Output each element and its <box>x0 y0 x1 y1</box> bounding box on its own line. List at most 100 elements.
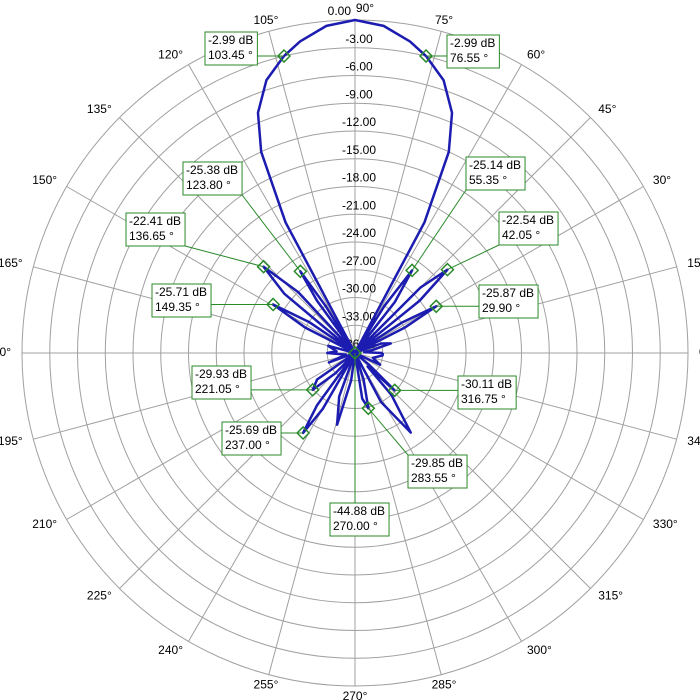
angle-label: 60° <box>527 47 545 61</box>
annotation-angle: 283.55 ° <box>411 471 456 485</box>
grid-spoke <box>354 352 591 589</box>
grid-spoke <box>268 352 356 675</box>
angle-label: 135° <box>87 102 112 116</box>
marker <box>440 262 455 277</box>
angle-label: 255° <box>254 677 279 691</box>
annotation-box <box>457 375 517 410</box>
angle-label: 210° <box>32 517 57 531</box>
annotation-angle: 55.35 ° <box>469 173 507 187</box>
grid-spoke <box>268 31 356 354</box>
angle-label: 300° <box>527 643 552 657</box>
leader-line <box>241 194 301 272</box>
annotation-angle: 136.65 ° <box>129 229 174 243</box>
angle-label: 165° <box>0 256 23 270</box>
angle-label: 30° <box>653 173 671 187</box>
annotation-value: -22.54 dB <box>502 213 554 227</box>
annotation-box <box>151 283 212 318</box>
angle-label: 330° <box>653 517 678 531</box>
annotation-box <box>204 31 258 66</box>
marker <box>256 259 271 274</box>
grid-spoke <box>188 64 356 354</box>
annotation-angle: 103.45 ° <box>208 48 253 62</box>
marker <box>387 383 402 398</box>
angle-label: 195° <box>0 434 23 448</box>
marker <box>266 297 281 312</box>
radial-label: -24.00 <box>342 226 376 240</box>
marker <box>295 425 311 441</box>
grid-spoke <box>354 352 442 675</box>
radial-label: -12.00 <box>342 115 376 129</box>
angle-label: 315° <box>598 588 623 602</box>
annotation-box <box>407 454 468 489</box>
grid-spoke <box>354 64 522 354</box>
angle-label: 120° <box>158 47 183 61</box>
annotation-box <box>498 211 559 246</box>
annotation-value: -44.88 dB <box>333 504 385 518</box>
grid-spoke <box>66 186 356 354</box>
angle-label: 75° <box>435 13 453 27</box>
annotation-box <box>221 421 282 456</box>
marker <box>305 382 320 397</box>
annotation-value: -25.69 dB <box>225 423 277 437</box>
annotation-box <box>465 156 526 191</box>
radial-label: -9.00 <box>345 87 373 101</box>
annotation-value: -2.99 dB <box>208 33 253 47</box>
marker <box>276 48 292 64</box>
leader-line <box>184 245 264 268</box>
radial-label: -6.00 <box>345 60 373 74</box>
angle-label: 45° <box>598 102 616 116</box>
angle-label: 90° <box>356 1 374 15</box>
radial-label: -15.00 <box>342 143 376 157</box>
radial-label: -21.00 <box>342 198 376 212</box>
annotation-box <box>329 502 390 537</box>
annotation-value: -25.71 dB <box>155 285 207 299</box>
marker <box>418 48 434 64</box>
angle-label: 270° <box>343 689 368 700</box>
marker <box>405 263 420 278</box>
grid-spoke <box>354 186 644 354</box>
annotation-box <box>182 161 243 196</box>
annotation-value: -22.41 dB <box>129 214 181 228</box>
annotation-value: -2.99 dB <box>450 36 495 50</box>
leader-line <box>367 407 409 456</box>
annotation-value: -29.85 dB <box>411 456 463 470</box>
annotation-value: -29.93 dB <box>195 367 247 381</box>
radial-label: -30.00 <box>342 282 376 296</box>
annotation-box <box>191 365 252 400</box>
marker <box>429 299 444 314</box>
angle-label: 150° <box>32 173 57 187</box>
grid-spoke <box>354 352 522 642</box>
grid-spoke <box>354 31 442 354</box>
annotation-angle: 123.80 ° <box>186 178 231 192</box>
annotation-angle: 29.90 ° <box>482 301 520 315</box>
annotation-angle: 149.35 ° <box>155 300 200 314</box>
annotation-angle: 76.55 ° <box>450 51 488 65</box>
marker <box>293 264 308 279</box>
radial-label: -33.00 <box>342 309 376 323</box>
annotation-value: -25.87 dB <box>482 286 534 300</box>
leader-line <box>447 244 500 271</box>
leader-line <box>411 189 467 271</box>
annotation-box <box>478 284 539 319</box>
angle-label: 105° <box>254 13 279 27</box>
annotation-angle: 221.05 ° <box>195 382 240 396</box>
grid-spoke <box>354 352 644 520</box>
angle-label: 225° <box>87 588 112 602</box>
annotation-value: -25.38 dB <box>186 163 238 177</box>
annotation-angle: 42.05 ° <box>502 228 540 242</box>
annotation-value: -30.11 dB <box>461 377 512 391</box>
marker <box>361 401 376 416</box>
angle-label: 345° <box>687 434 700 448</box>
